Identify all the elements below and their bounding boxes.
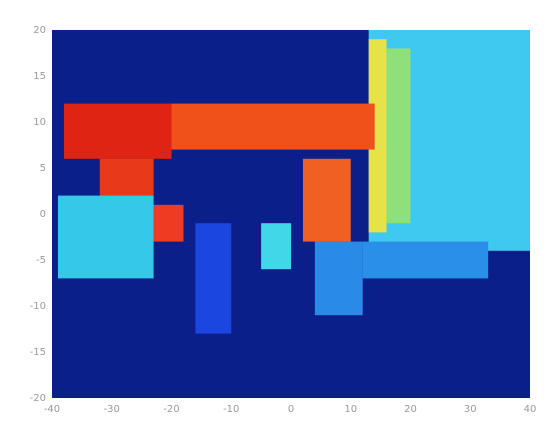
y-tick-label: 15 <box>33 71 46 82</box>
x-tick-label: 10 <box>344 404 357 415</box>
plot-area <box>52 30 530 398</box>
y-tick-label: 10 <box>33 117 46 128</box>
y-tick-label: -15 <box>30 347 46 358</box>
heatmap-region-tall-post-blue <box>195 223 232 334</box>
heatmap-region-upper-band-red <box>63 103 172 159</box>
x-tick-label: 20 <box>404 404 417 415</box>
y-axis: 20 15 10 5 0 -5 -10 -15 -20 <box>30 25 46 404</box>
x-tick-label: 40 <box>524 404 537 415</box>
y-tick-label: -20 <box>30 393 46 404</box>
heatmap-region-right-low-blue <box>362 241 489 279</box>
y-tick-label: 20 <box>33 25 46 36</box>
heatmap-region-right-wall-yellow <box>368 39 387 233</box>
x-tick-label: 30 <box>464 404 477 415</box>
heatmap-region-mid-pillar-orange <box>302 158 351 242</box>
x-tick-label: -20 <box>163 404 179 415</box>
heatmap-region-right-wall-green <box>386 48 411 224</box>
y-tick-label: 5 <box>40 163 46 174</box>
x-tick-label: 0 <box>288 404 294 415</box>
x-tick-label: -40 <box>44 404 60 415</box>
y-tick-label: -10 <box>30 301 46 312</box>
x-tick-label: -30 <box>104 404 120 415</box>
heatmap-region-lower-block-blue <box>314 241 363 316</box>
heatmap-region-upper-band-orange <box>171 103 375 150</box>
x-axis: -40 -30 -20 -10 0 10 20 30 40 <box>44 404 537 415</box>
heatmap-region-center-block-cyan <box>261 223 291 270</box>
heatmap-region-left-block-cyan <box>57 195 154 279</box>
x-tick-label: -10 <box>223 404 239 415</box>
y-tick-label: 0 <box>40 209 46 220</box>
y-tick-label: -5 <box>36 255 46 266</box>
heatmap-region-small-block-red <box>153 204 184 242</box>
